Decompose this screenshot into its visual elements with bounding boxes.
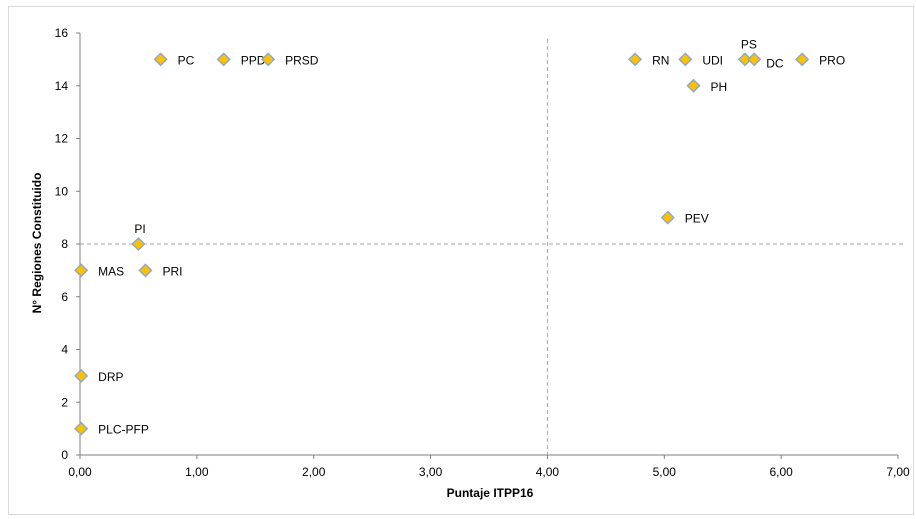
x-tick-label: 0,00 — [68, 465, 92, 479]
data-point-marker — [74, 421, 89, 436]
y-tick-label: 16 — [55, 26, 69, 40]
y-tick-label: 0 — [61, 448, 68, 462]
data-point-label: PRI — [162, 264, 182, 278]
data-point-marker — [153, 52, 168, 67]
x-tick-label: 4,00 — [536, 465, 560, 479]
data-point-marker — [737, 52, 752, 67]
data-point-marker — [74, 263, 89, 278]
y-tick-label: 4 — [61, 343, 68, 357]
y-tick-label: 10 — [55, 184, 69, 198]
x-tick-label: 5,00 — [653, 465, 677, 479]
data-point-label: PI — [134, 222, 145, 236]
x-tick-label: 3,00 — [419, 465, 443, 479]
x-tick-label: 7,00 — [886, 465, 910, 479]
x-tick-label: 6,00 — [769, 465, 793, 479]
data-point-label: PRSD — [285, 53, 319, 67]
chart-border — [8, 6, 914, 515]
data-point-label: UDI — [702, 53, 723, 67]
data-point-marker — [74, 368, 89, 383]
y-tick-label: 2 — [61, 395, 68, 409]
data-point-marker — [138, 263, 153, 278]
data-point-label: PEV — [685, 212, 709, 226]
data-point-marker — [747, 52, 762, 67]
data-point-label: RN — [652, 53, 669, 67]
y-tick-label: 14 — [55, 79, 69, 93]
y-axis-title: N° Regiones Constituido — [30, 173, 44, 314]
data-point-marker — [131, 236, 146, 252]
x-tick-label: 1,00 — [185, 465, 209, 479]
x-tick-label: 2,00 — [302, 465, 326, 479]
data-point-label: PH — [711, 80, 728, 94]
y-tick-label: 12 — [55, 132, 69, 146]
data-point-label: PPD — [241, 53, 266, 67]
y-tick-label: 6 — [61, 290, 68, 304]
data-point-label: DRP — [98, 370, 123, 384]
data-point-marker — [795, 52, 810, 67]
data-point-marker — [686, 78, 701, 93]
x-axis-title: Puntaje ITPP16 — [447, 486, 534, 500]
data-point-marker — [216, 52, 231, 67]
data-point-marker — [628, 52, 643, 67]
data-point-marker — [261, 52, 276, 67]
y-tick-label: 8 — [61, 237, 68, 251]
data-point-marker — [678, 52, 693, 67]
scatter-plot: 0 2 4 6 8 10 12 14 16 0,00 1,00 2,00 3,00 4,00 5,00 6,0… — [55, 26, 910, 479]
data-point-marker — [660, 210, 675, 225]
data-point-label: PS — [741, 37, 757, 51]
data-point-label: MAS — [98, 264, 124, 278]
data-point-label: PRO — [819, 53, 845, 67]
data-point-label: PLC-PFP — [98, 423, 149, 437]
data-point-label: PC — [178, 53, 195, 67]
data-point-label: DC — [766, 56, 784, 70]
